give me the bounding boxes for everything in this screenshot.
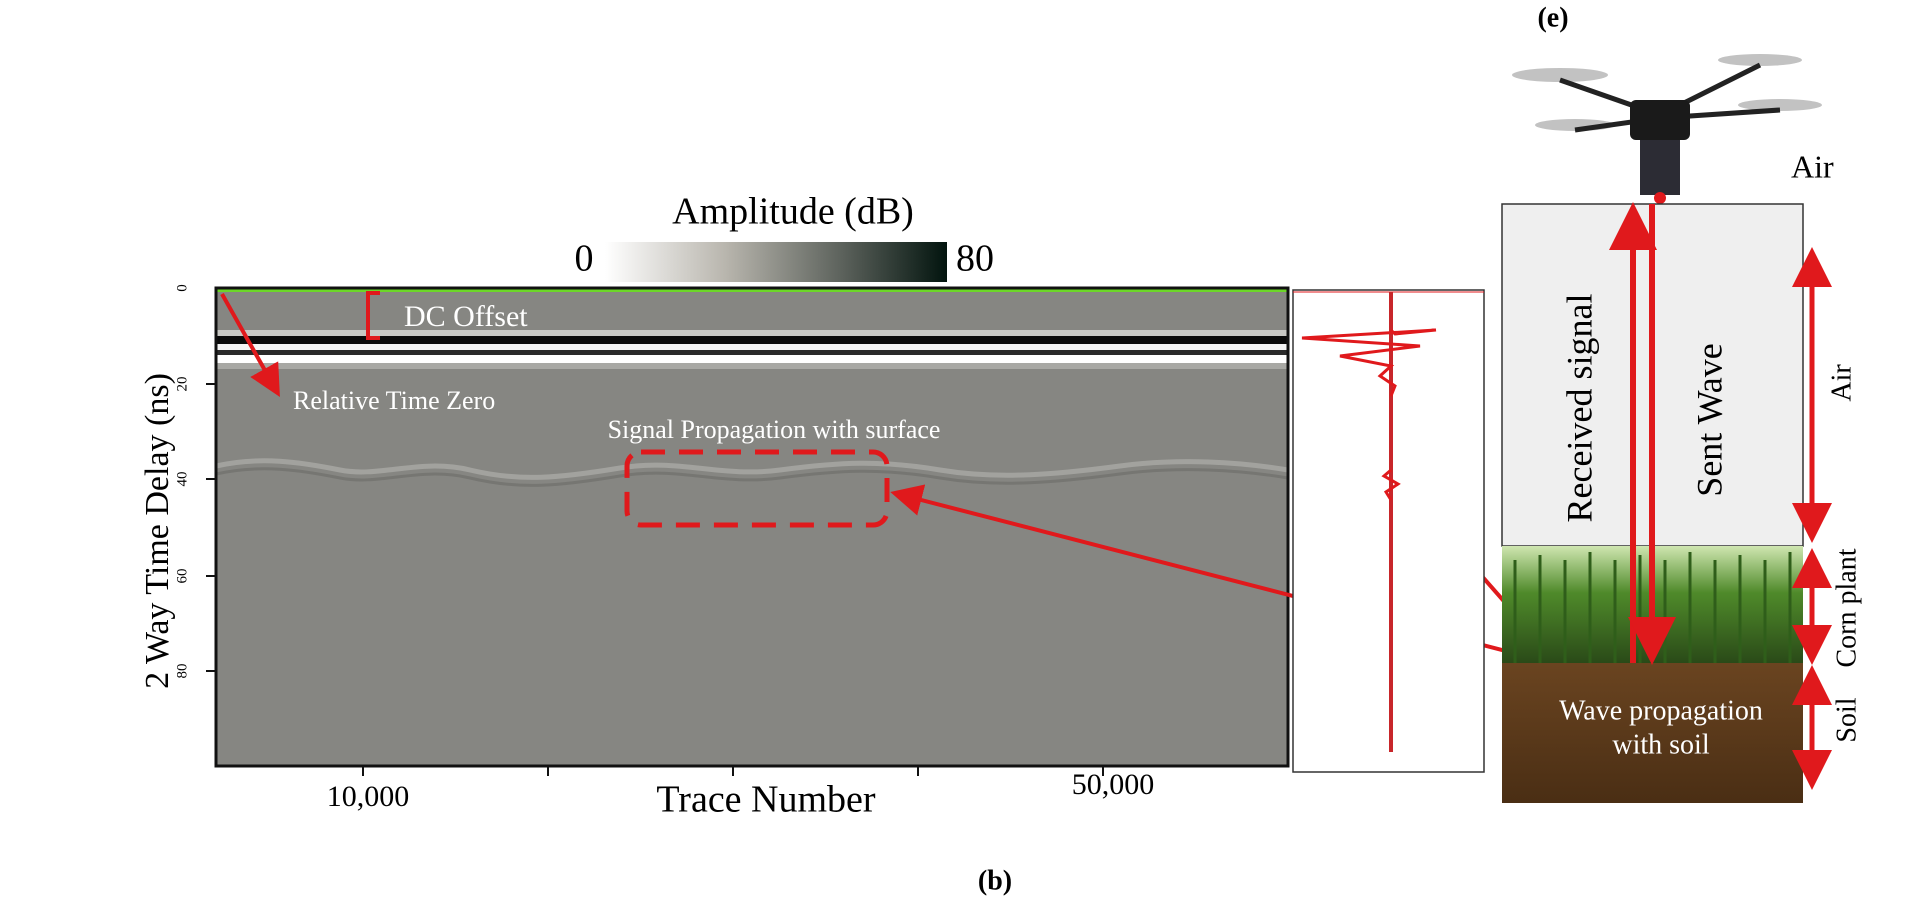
x-tick-label: 50,000 [1072,768,1155,801]
annotation: Relative Time Zero [293,386,495,415]
layer-label: Corn plant [1831,548,1862,667]
trace-panel [1292,289,1485,773]
colorbar-min: 0 [575,238,594,280]
annotation: DC Offset [404,300,528,333]
soil-layer [1502,663,1803,803]
dc-bracket [366,291,380,340]
y-tick-label: 20 [174,377,190,392]
layer-label: Air [1826,364,1857,402]
panel-label: (b) [978,865,1012,896]
soil-text: Wave propagation [1559,695,1763,726]
y-tick-label: 60 [174,569,190,584]
corn-stalks [1513,552,1792,663]
layer-label: Soil [1831,697,1862,742]
y-tick-label: 0 [174,284,190,292]
colorbar-title: Amplitude (dB) [672,191,914,233]
colorbar-max: 80 [956,238,994,280]
drone-label: Air [1791,148,1834,184]
soil-text: with soil [1612,729,1709,760]
x-tick-label: 10,000 [327,780,410,813]
x-axis-title: Trace Number [656,779,875,821]
drone-icon [1512,54,1822,204]
y-axis-title: 2 Way Time Delay (ns) [139,373,176,689]
y-tick-label: 80 [174,664,190,679]
highlight-box [624,449,890,528]
arrow [220,293,280,397]
colorbar [605,242,947,282]
sent-label: Sent Wave [1689,343,1729,496]
y-tick-label: 40 [174,472,190,487]
radargram [206,286,1290,776]
received-label: Received signal [1559,294,1599,523]
panel-label: (e) [1537,2,1568,33]
annotation: Signal Propagation with surface [608,415,941,444]
